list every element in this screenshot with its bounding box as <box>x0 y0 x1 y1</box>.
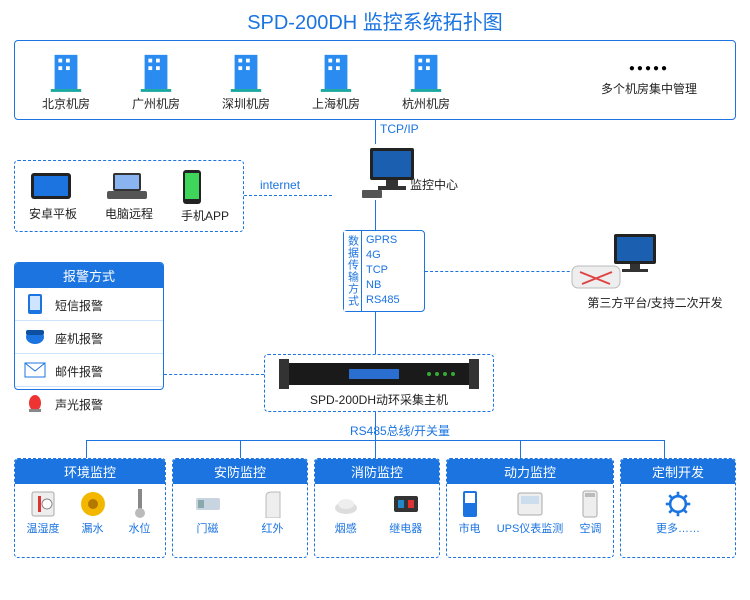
gear-icon <box>664 490 692 518</box>
alarm-box: 报警方式 短信报警 座机报警 邮件报警 声光报警 <box>14 262 164 390</box>
infrared-icon <box>259 490 287 518</box>
alarm-email: 邮件报警 <box>15 354 163 387</box>
cat-custom: 定制开发 更多…… <box>620 458 736 558</box>
item-more: 更多…… <box>656 490 700 536</box>
item-temp: 温湿度 <box>27 490 60 536</box>
alarm-landline: 座机报警 <box>15 321 163 354</box>
client-phone: 手机APP <box>181 169 229 224</box>
mains-icon <box>456 490 484 518</box>
cat-security: 安防监控 门磁 红外 <box>172 458 308 558</box>
cat-fire: 消防监控 烟感 继电器 <box>314 458 440 558</box>
door-icon <box>194 490 222 518</box>
monitor-center: 监控中心 <box>332 144 452 200</box>
transport-box: 数据传输方式 GPRS 4G TCP NB RS485 <box>343 230 425 312</box>
dc-guangzhou: 广州机房 <box>111 49 201 112</box>
diagram-title: SPD-200DH 监控系统拓扑图 <box>0 0 750 39</box>
item-ir: 红外 <box>259 490 287 536</box>
dc-shanghai: 上海机房 <box>291 49 381 112</box>
alarm-light-icon <box>21 389 49 417</box>
item-relay: 继电器 <box>389 490 422 536</box>
link-tcpip: TCP/IP <box>380 122 419 136</box>
link-internet-line <box>244 195 332 196</box>
relay-icon <box>392 490 420 518</box>
mail-icon <box>21 356 49 384</box>
alarm-title: 报警方式 <box>15 263 163 288</box>
clients-box: 安卓平板 电脑远程 手机APP <box>14 160 244 232</box>
link-rs485: RS485总线/开关量 <box>330 422 470 439</box>
leak-icon <box>79 490 107 518</box>
smoke-icon <box>332 490 360 518</box>
item-waterlevel: 水位 <box>126 490 154 536</box>
thirdparty: 第三方平台/支持二次开发 <box>570 232 740 311</box>
waterlevel-icon <box>126 490 154 518</box>
alarm-sms: 短信报警 <box>15 288 163 321</box>
ups-icon <box>516 490 544 518</box>
cat-power: 动力监控 市电 UPS仪表监测 空调 <box>446 458 614 558</box>
client-laptop: 电脑远程 <box>105 171 153 222</box>
thermometer-icon <box>29 490 57 518</box>
host-box: SPD-200DH动环采集主机 <box>264 354 494 412</box>
link-internet: internet <box>260 178 300 192</box>
datacenters-box: 北京机房 广州机房 深圳机房 上海机房 杭州机房 ●●●●● 多个机房集中管理 <box>14 40 736 120</box>
alarm-sound: 声光报警 <box>15 387 163 419</box>
item-ac: 空调 <box>576 490 604 536</box>
cat-env: 环境监控 温湿度 漏水 水位 <box>14 458 166 558</box>
item-ups: UPS仪表监测 <box>497 490 564 536</box>
item-smoke: 烟感 <box>332 490 360 536</box>
dc-hangzhou: 杭州机房 <box>381 49 471 112</box>
item-door: 门磁 <box>194 490 222 536</box>
client-tablet: 安卓平板 <box>29 171 77 222</box>
phone-icon <box>21 290 49 318</box>
ac-icon <box>576 490 604 518</box>
item-leak: 漏水 <box>79 490 107 536</box>
dc-more: ●●●●● 多个机房集中管理 <box>569 63 729 97</box>
dc-shenzhen: 深圳机房 <box>201 49 291 112</box>
telephone-icon <box>21 323 49 351</box>
item-mains: 市电 <box>456 490 484 536</box>
dc-beijing: 北京机房 <box>21 49 111 112</box>
